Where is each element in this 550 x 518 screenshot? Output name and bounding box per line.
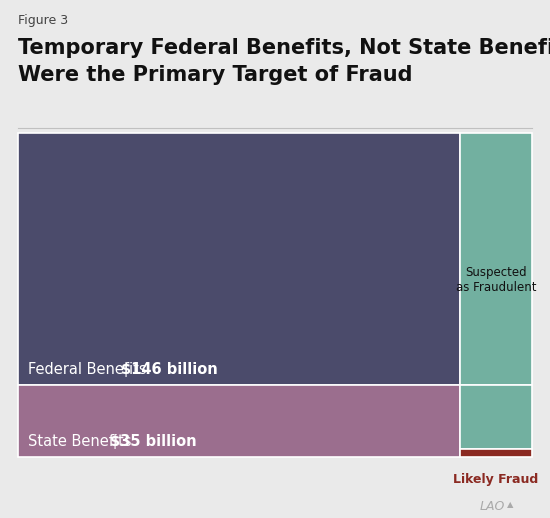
- Text: as Fraudulent: as Fraudulent: [456, 281, 536, 294]
- Text: Federal Benefits: Federal Benefits: [28, 362, 151, 377]
- Bar: [460, 385, 532, 449]
- Text: Suspected: Suspected: [465, 266, 527, 279]
- Text: Likely Fraud: Likely Fraud: [453, 473, 538, 486]
- Bar: [18, 133, 460, 385]
- Text: Temporary Federal Benefits, Not State Benefits,: Temporary Federal Benefits, Not State Be…: [18, 38, 550, 58]
- Text: LAO: LAO: [480, 500, 505, 513]
- Bar: [18, 385, 460, 457]
- Text: Were the Primary Target of Fraud: Were the Primary Target of Fraud: [18, 65, 412, 85]
- Text: $146 billion: $146 billion: [121, 362, 218, 377]
- Bar: [460, 133, 532, 385]
- Text: $35 billion: $35 billion: [110, 434, 196, 449]
- Text: ▲: ▲: [507, 500, 514, 509]
- Bar: [460, 449, 532, 457]
- Text: Figure 3: Figure 3: [18, 14, 68, 27]
- Text: State Benefits: State Benefits: [28, 434, 136, 449]
